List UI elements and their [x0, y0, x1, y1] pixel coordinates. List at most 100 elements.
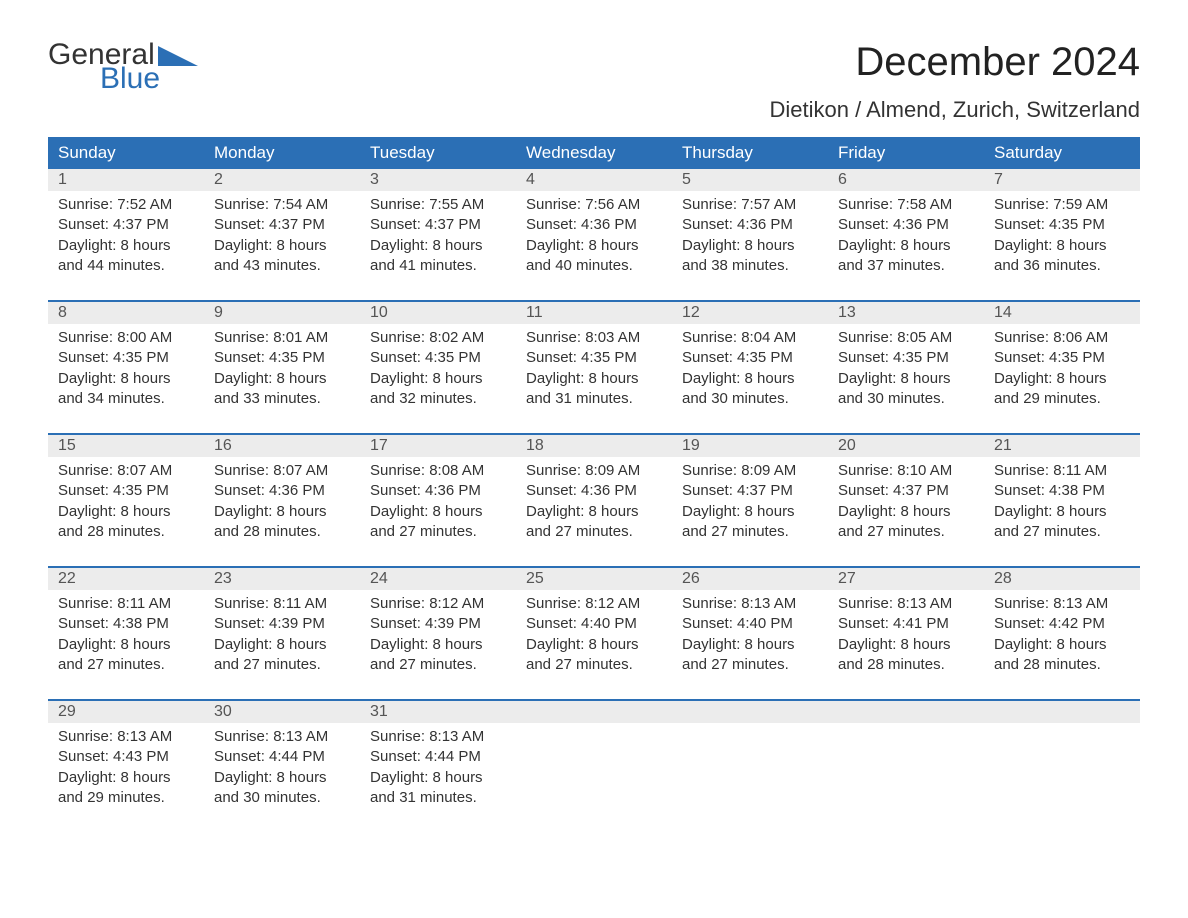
sunset-line: Sunset: 4:35 PM — [370, 348, 506, 368]
day-content-cell: Sunrise: 8:13 AMSunset: 4:44 PMDaylight:… — [204, 723, 360, 812]
day-number-cell: 13 — [828, 301, 984, 324]
day-content-cell — [828, 723, 984, 812]
day-number-cell: 16 — [204, 434, 360, 457]
day-content-cell: Sunrise: 7:55 AMSunset: 4:37 PMDaylight:… — [360, 191, 516, 301]
daylight-line: Daylight: 8 hoursand 34 minutes. — [58, 369, 194, 410]
day-content-cell: Sunrise: 8:12 AMSunset: 4:40 PMDaylight:… — [516, 590, 672, 700]
sunrise-line: Sunrise: 7:55 AM — [370, 195, 506, 215]
daylight-line: Daylight: 8 hoursand 30 minutes. — [682, 369, 818, 410]
day-content-cell: Sunrise: 8:12 AMSunset: 4:39 PMDaylight:… — [360, 590, 516, 700]
sunset-line: Sunset: 4:35 PM — [682, 348, 818, 368]
daylight-line: Daylight: 8 hoursand 27 minutes. — [526, 502, 662, 543]
weekday-header: Thursday — [672, 137, 828, 169]
sunset-line: Sunset: 4:35 PM — [994, 215, 1130, 235]
sunrise-line: Sunrise: 8:08 AM — [370, 461, 506, 481]
day-content-cell: Sunrise: 8:05 AMSunset: 4:35 PMDaylight:… — [828, 324, 984, 434]
sunrise-line: Sunrise: 8:09 AM — [526, 461, 662, 481]
day-content-cell: Sunrise: 8:04 AMSunset: 4:35 PMDaylight:… — [672, 324, 828, 434]
weekday-header-row: Sunday Monday Tuesday Wednesday Thursday… — [48, 137, 1140, 169]
day-number-cell: 24 — [360, 567, 516, 590]
sunset-line: Sunset: 4:42 PM — [994, 614, 1130, 634]
day-number-cell: 31 — [360, 700, 516, 723]
sunrise-line: Sunrise: 8:06 AM — [994, 328, 1130, 348]
day-number-cell: 15 — [48, 434, 204, 457]
sunrise-line: Sunrise: 7:59 AM — [994, 195, 1130, 215]
sunrise-line: Sunrise: 8:05 AM — [838, 328, 974, 348]
sunrise-line: Sunrise: 8:02 AM — [370, 328, 506, 348]
day-content-row: Sunrise: 8:11 AMSunset: 4:38 PMDaylight:… — [48, 590, 1140, 700]
day-number-cell: 29 — [48, 700, 204, 723]
day-content-cell: Sunrise: 8:01 AMSunset: 4:35 PMDaylight:… — [204, 324, 360, 434]
day-number-cell: 9 — [204, 301, 360, 324]
day-content-cell — [516, 723, 672, 812]
daylight-line: Daylight: 8 hoursand 28 minutes. — [994, 635, 1130, 676]
sunrise-line: Sunrise: 8:13 AM — [838, 594, 974, 614]
day-number-cell: 28 — [984, 567, 1140, 590]
daylight-line: Daylight: 8 hoursand 31 minutes. — [370, 768, 506, 809]
day-number-cell: 30 — [204, 700, 360, 723]
weekday-header: Saturday — [984, 137, 1140, 169]
day-number-cell — [828, 700, 984, 723]
day-content-cell: Sunrise: 8:07 AMSunset: 4:36 PMDaylight:… — [204, 457, 360, 567]
day-number-cell: 23 — [204, 567, 360, 590]
sunset-line: Sunset: 4:37 PM — [58, 215, 194, 235]
sunrise-line: Sunrise: 8:11 AM — [58, 594, 194, 614]
daylight-line: Daylight: 8 hoursand 28 minutes. — [58, 502, 194, 543]
day-number-cell — [672, 700, 828, 723]
sunrise-line: Sunrise: 8:13 AM — [58, 727, 194, 747]
daylight-line: Daylight: 8 hoursand 29 minutes. — [58, 768, 194, 809]
daylight-line: Daylight: 8 hoursand 29 minutes. — [994, 369, 1130, 410]
day-content-cell: Sunrise: 8:06 AMSunset: 4:35 PMDaylight:… — [984, 324, 1140, 434]
day-content-cell: Sunrise: 7:57 AMSunset: 4:36 PMDaylight:… — [672, 191, 828, 301]
day-number-cell: 12 — [672, 301, 828, 324]
daylight-line: Daylight: 8 hoursand 27 minutes. — [526, 635, 662, 676]
sunset-line: Sunset: 4:37 PM — [682, 481, 818, 501]
day-number-cell: 11 — [516, 301, 672, 324]
day-number-row: 22232425262728 — [48, 567, 1140, 590]
sunset-line: Sunset: 4:35 PM — [526, 348, 662, 368]
weekday-header: Wednesday — [516, 137, 672, 169]
day-content-cell: Sunrise: 8:10 AMSunset: 4:37 PMDaylight:… — [828, 457, 984, 567]
sunrise-line: Sunrise: 8:11 AM — [214, 594, 350, 614]
daylight-line: Daylight: 8 hoursand 37 minutes. — [838, 236, 974, 277]
sunrise-line: Sunrise: 8:07 AM — [214, 461, 350, 481]
daylight-line: Daylight: 8 hoursand 27 minutes. — [682, 635, 818, 676]
sunrise-line: Sunrise: 8:04 AM — [682, 328, 818, 348]
day-number-row: 15161718192021 — [48, 434, 1140, 457]
day-number-cell: 1 — [48, 169, 204, 191]
day-content-row: Sunrise: 8:07 AMSunset: 4:35 PMDaylight:… — [48, 457, 1140, 567]
daylight-line: Daylight: 8 hoursand 27 minutes. — [994, 502, 1130, 543]
day-number-cell: 2 — [204, 169, 360, 191]
daylight-line: Daylight: 8 hoursand 27 minutes. — [58, 635, 194, 676]
sunset-line: Sunset: 4:35 PM — [58, 481, 194, 501]
sunset-line: Sunset: 4:40 PM — [526, 614, 662, 634]
daylight-line: Daylight: 8 hoursand 44 minutes. — [58, 236, 194, 277]
day-content-cell — [672, 723, 828, 812]
sunset-line: Sunset: 4:35 PM — [838, 348, 974, 368]
sunrise-line: Sunrise: 7:56 AM — [526, 195, 662, 215]
sunset-line: Sunset: 4:43 PM — [58, 747, 194, 767]
day-content-cell: Sunrise: 8:08 AMSunset: 4:36 PMDaylight:… — [360, 457, 516, 567]
daylight-line: Daylight: 8 hoursand 31 minutes. — [526, 369, 662, 410]
sunrise-line: Sunrise: 8:12 AM — [526, 594, 662, 614]
sunrise-line: Sunrise: 8:01 AM — [214, 328, 350, 348]
daylight-line: Daylight: 8 hoursand 43 minutes. — [214, 236, 350, 277]
sunrise-line: Sunrise: 8:03 AM — [526, 328, 662, 348]
daylight-line: Daylight: 8 hoursand 33 minutes. — [214, 369, 350, 410]
sunset-line: Sunset: 4:35 PM — [58, 348, 194, 368]
daylight-line: Daylight: 8 hoursand 36 minutes. — [994, 236, 1130, 277]
sunset-line: Sunset: 4:39 PM — [370, 614, 506, 634]
daylight-line: Daylight: 8 hoursand 27 minutes. — [838, 502, 974, 543]
sunrise-line: Sunrise: 8:00 AM — [58, 328, 194, 348]
day-number-cell: 25 — [516, 567, 672, 590]
day-content-cell: Sunrise: 7:52 AMSunset: 4:37 PMDaylight:… — [48, 191, 204, 301]
sunset-line: Sunset: 4:36 PM — [370, 481, 506, 501]
sunrise-line: Sunrise: 7:54 AM — [214, 195, 350, 215]
daylight-line: Daylight: 8 hoursand 30 minutes. — [214, 768, 350, 809]
sunset-line: Sunset: 4:36 PM — [214, 481, 350, 501]
sunset-line: Sunset: 4:44 PM — [370, 747, 506, 767]
day-content-cell: Sunrise: 7:59 AMSunset: 4:35 PMDaylight:… — [984, 191, 1140, 301]
day-number-row: 293031 — [48, 700, 1140, 723]
daylight-line: Daylight: 8 hoursand 38 minutes. — [682, 236, 818, 277]
sunrise-line: Sunrise: 8:11 AM — [994, 461, 1130, 481]
